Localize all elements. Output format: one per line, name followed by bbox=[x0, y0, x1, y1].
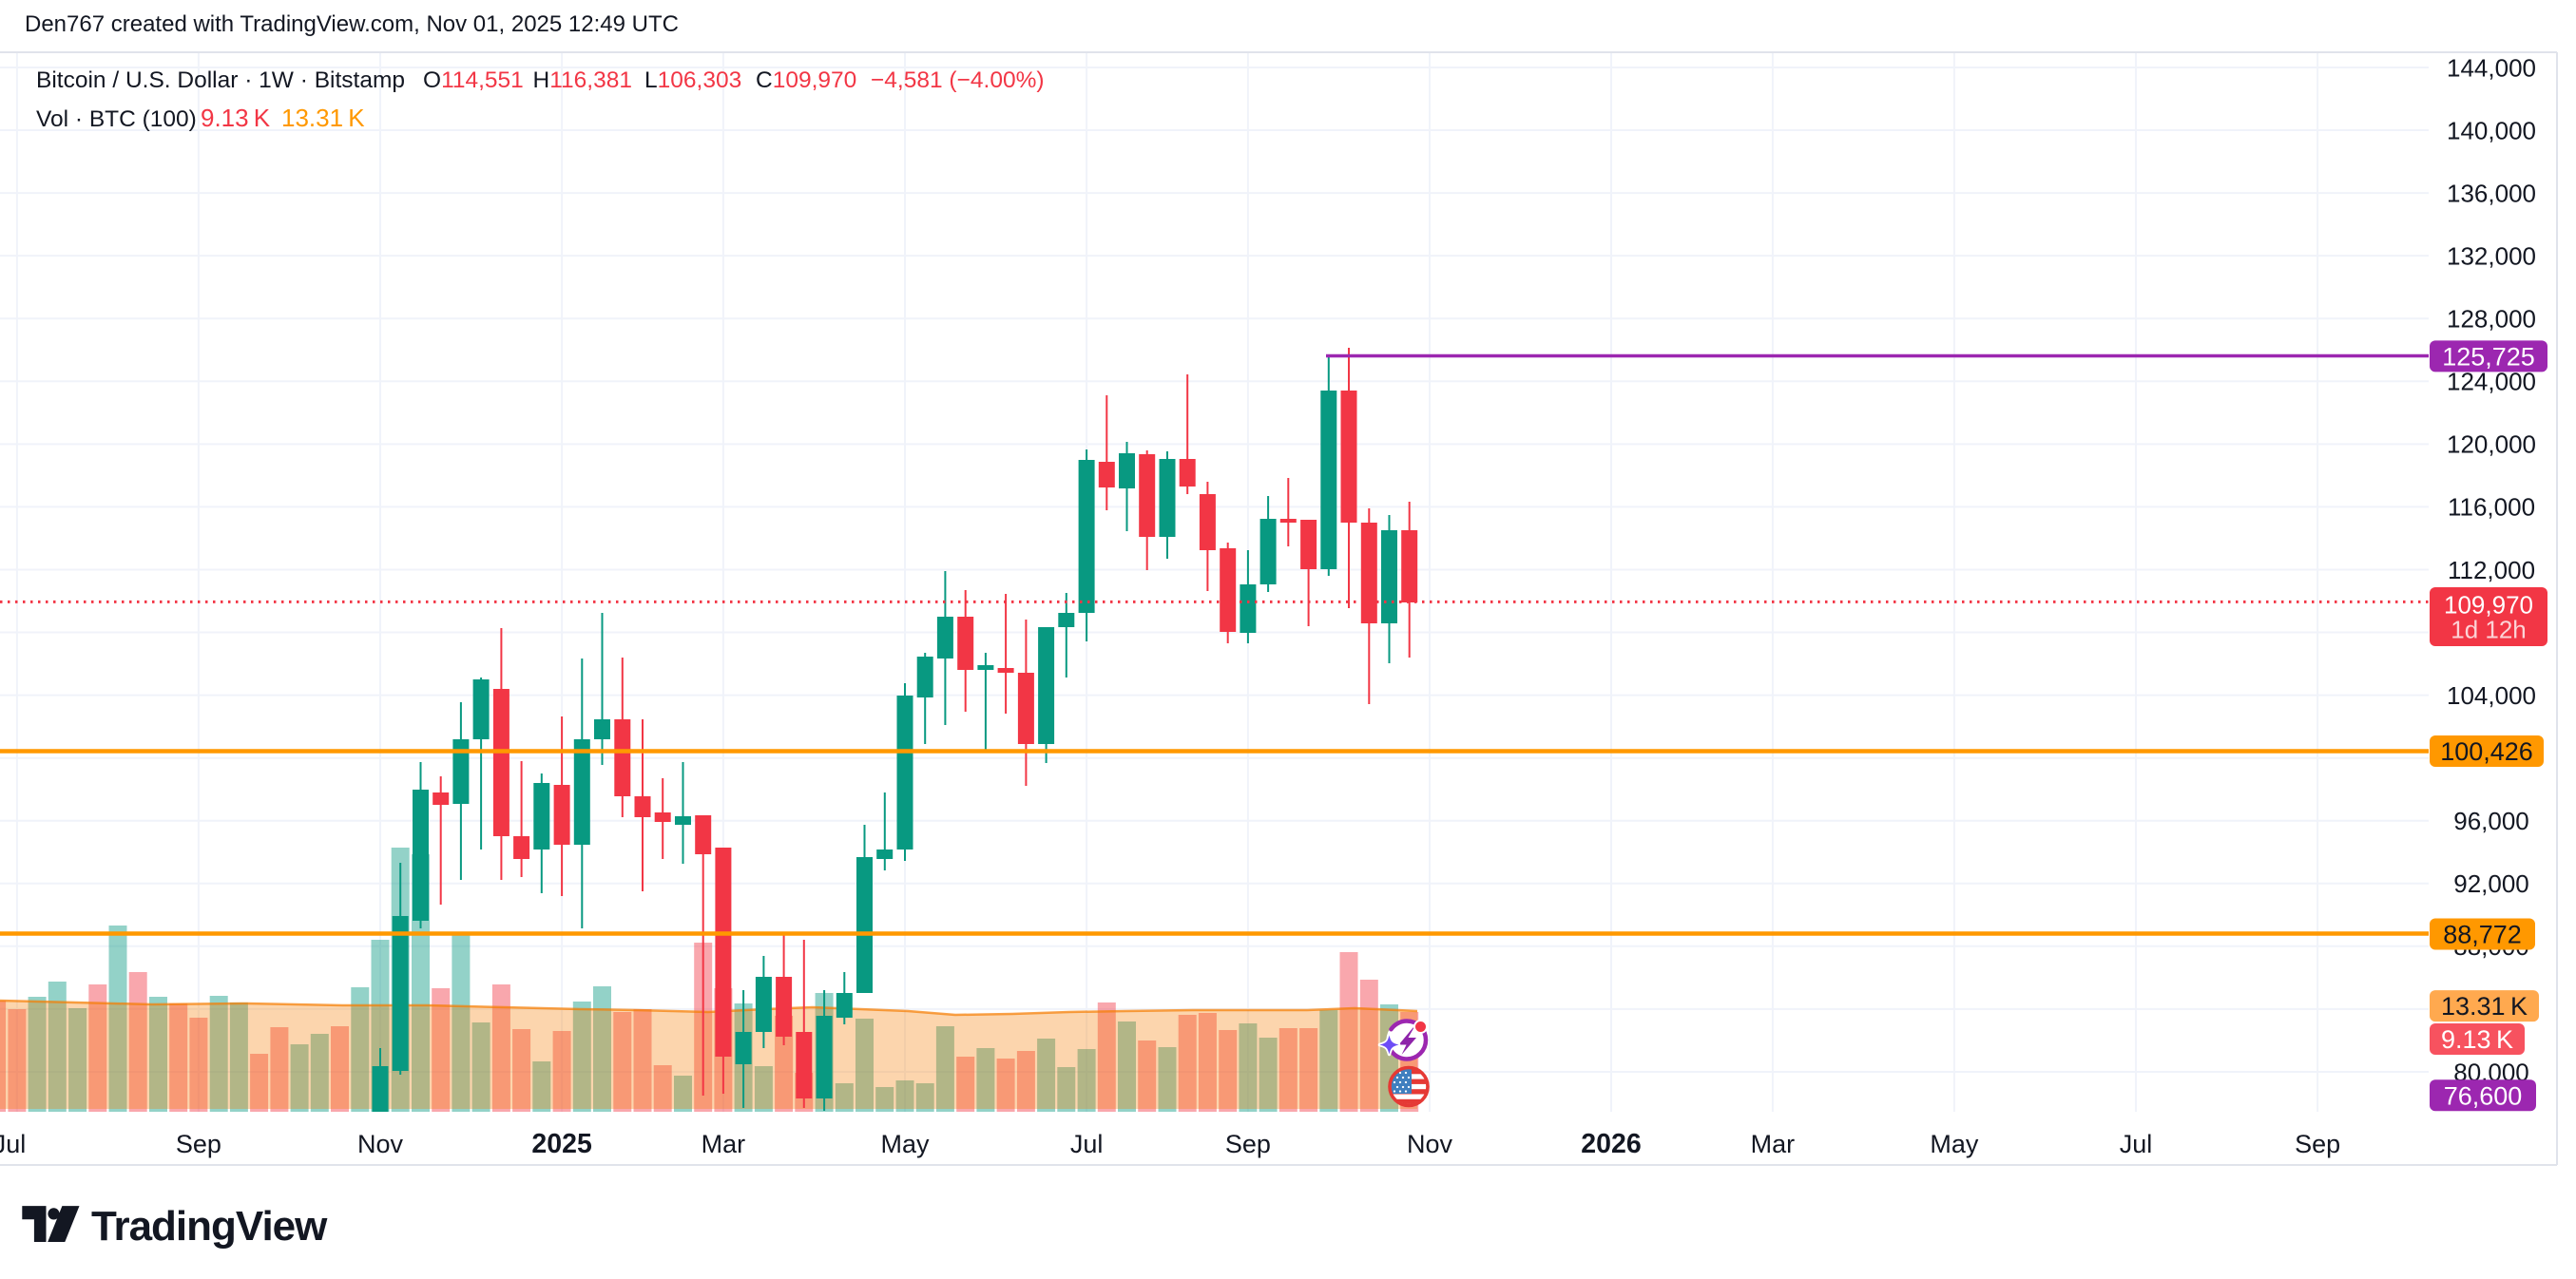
svg-text:120,000: 120,000 bbox=[2447, 430, 2536, 459]
svg-text:92,000: 92,000 bbox=[2453, 869, 2529, 898]
svg-text:144,000: 144,000 bbox=[2447, 53, 2536, 82]
svg-text:−4,581 (−4.00%): −4,581 (−4.00%) bbox=[871, 67, 1045, 93]
svg-text:Bitcoin / U.S. Dollar · 1W · B: Bitcoin / U.S. Dollar · 1W · Bitstamp bbox=[36, 67, 405, 93]
svg-text:Sep: Sep bbox=[1225, 1130, 1271, 1158]
svg-text:104,000: 104,000 bbox=[2447, 681, 2536, 710]
svg-text:Mar: Mar bbox=[1751, 1130, 1796, 1158]
svg-text:Sep: Sep bbox=[2295, 1130, 2340, 1158]
svg-text:Jul: Jul bbox=[1070, 1130, 1104, 1158]
svg-text:9.13 K: 9.13 K bbox=[2441, 1025, 2513, 1054]
svg-text:132,000: 132,000 bbox=[2447, 241, 2536, 270]
svg-text:Jul: Jul bbox=[0, 1130, 26, 1158]
svg-text:112,000: 112,000 bbox=[2448, 556, 2535, 584]
svg-text:2025: 2025 bbox=[531, 1129, 592, 1159]
svg-text:O114,551: O114,551 bbox=[423, 67, 524, 93]
svg-text:88,772: 88,772 bbox=[2443, 921, 2522, 949]
svg-text:124,000: 124,000 bbox=[2447, 368, 2536, 396]
svg-text:128,000: 128,000 bbox=[2447, 305, 2536, 334]
svg-text:Sep: Sep bbox=[176, 1130, 221, 1158]
svg-text:125,725: 125,725 bbox=[2442, 343, 2535, 372]
svg-text:13.31 K: 13.31 K bbox=[281, 104, 365, 132]
svg-text:100,426: 100,426 bbox=[2440, 737, 2533, 766]
svg-text:76,600: 76,600 bbox=[2444, 1081, 2523, 1110]
svg-text:TradingView: TradingView bbox=[91, 1203, 328, 1250]
svg-text:Jul: Jul bbox=[2120, 1130, 2153, 1158]
svg-text:Vol · BTC (100): Vol · BTC (100) bbox=[36, 106, 197, 132]
svg-text:1d 12h: 1d 12h bbox=[2451, 616, 2527, 644]
svg-text:Nov: Nov bbox=[1407, 1130, 1453, 1158]
svg-text:H116,381: H116,381 bbox=[533, 67, 632, 93]
svg-text:136,000: 136,000 bbox=[2447, 179, 2536, 207]
svg-text:Mar: Mar bbox=[702, 1130, 746, 1158]
svg-text:C109,970: C109,970 bbox=[756, 67, 856, 93]
svg-text:May: May bbox=[1930, 1130, 1979, 1158]
svg-text:L106,303: L106,303 bbox=[644, 67, 741, 93]
svg-text:2026: 2026 bbox=[1581, 1129, 1641, 1159]
svg-text:109,970: 109,970 bbox=[2444, 591, 2533, 620]
svg-text:140,000: 140,000 bbox=[2447, 116, 2536, 144]
svg-text:13.31 K: 13.31 K bbox=[2441, 992, 2528, 1021]
svg-text:96,000: 96,000 bbox=[2453, 807, 2529, 835]
svg-text:9.13 K: 9.13 K bbox=[201, 104, 271, 132]
svg-text:May: May bbox=[880, 1130, 930, 1158]
svg-text:Den767 created with TradingVie: Den767 created with TradingView.com, Nov… bbox=[25, 11, 679, 37]
svg-text:116,000: 116,000 bbox=[2448, 493, 2535, 522]
svg-text:Nov: Nov bbox=[357, 1130, 404, 1158]
